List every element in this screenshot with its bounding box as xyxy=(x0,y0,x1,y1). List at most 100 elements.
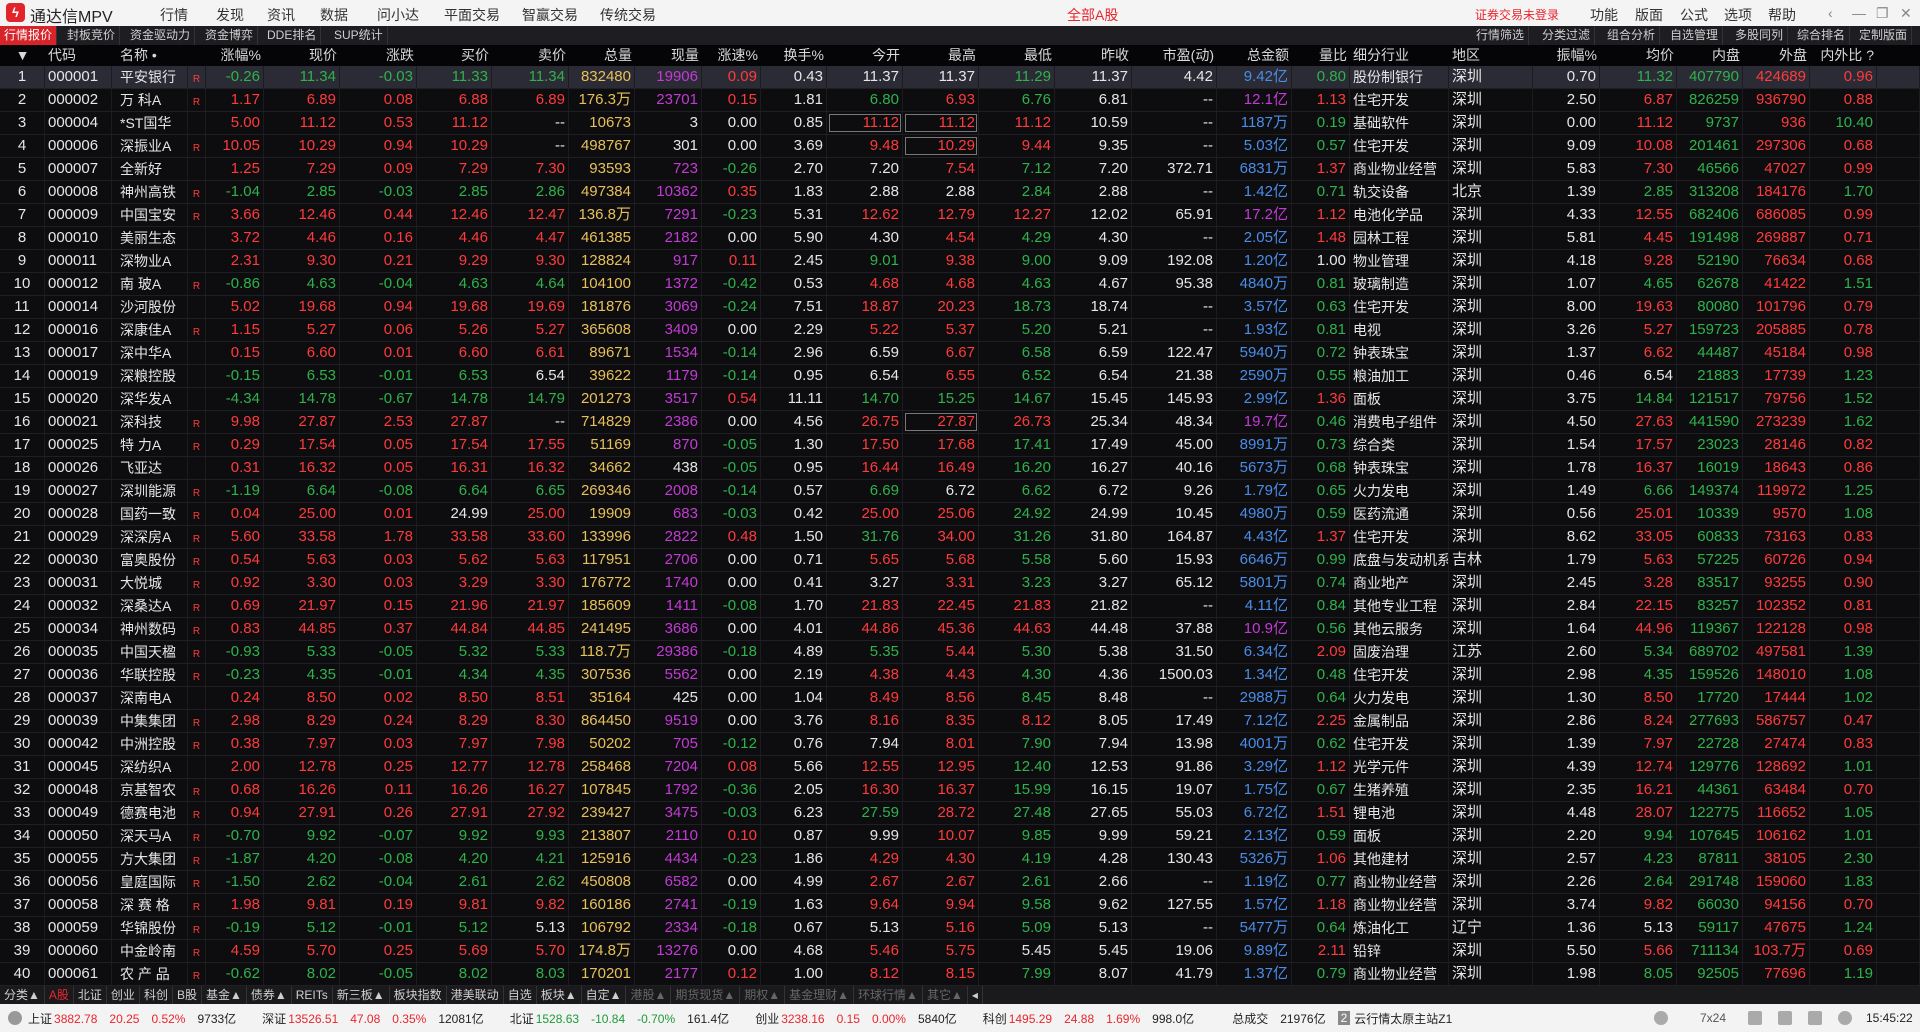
cell-name[interactable]: 沙河股份 xyxy=(112,296,188,318)
market-tab[interactable]: 自选 xyxy=(504,986,537,1004)
cell-code[interactable]: 000006 xyxy=(45,135,112,157)
monitor-icon[interactable] xyxy=(1778,1011,1792,1025)
cell-code[interactable]: 000061 xyxy=(45,963,112,985)
scroll-left-icon[interactable]: ◂ xyxy=(968,986,983,1004)
cell-code[interactable]: 000032 xyxy=(45,595,112,617)
cell-code[interactable]: 000014 xyxy=(45,296,112,318)
cell-code[interactable]: 000036 xyxy=(45,664,112,686)
menu-ask[interactable]: 问小达 xyxy=(377,7,419,23)
table-row[interactable]: 19 000027 深圳能源 R -1.19 6.64 -0.08 6.64 6.65 26934… xyxy=(0,480,1920,503)
column-header-open[interactable]: 今开 xyxy=(872,47,900,63)
menu-flat-trade[interactable]: 平面交易 xyxy=(444,7,500,23)
cell-code[interactable]: 000011 xyxy=(45,250,112,272)
index-1[interactable]: 深证 13526.51 47.08 0.35% 12081亿 xyxy=(262,1012,496,1026)
cell-name[interactable]: 飞亚达 xyxy=(112,457,188,479)
cell-code[interactable]: 000058 xyxy=(45,894,112,916)
tab-quotes[interactable]: 行情报价 xyxy=(0,26,58,45)
column-header-avg[interactable]: 均价 xyxy=(1646,47,1674,63)
cell-name[interactable]: 深天马A xyxy=(112,825,188,847)
cell-code[interactable]: 000004 xyxy=(45,112,112,134)
cell-name[interactable]: 深振业A xyxy=(112,135,188,157)
table-row[interactable]: 10 000012 南 玻A R -0.86 4.63 -0.04 4.63 4.64 10410… xyxy=(0,273,1920,296)
column-header-prev[interactable]: 昨收 xyxy=(1101,47,1129,63)
column-header-ratio[interactable]: 内外比 ? xyxy=(1820,47,1874,63)
market-tab[interactable]: 科创 xyxy=(140,986,173,1004)
cell-code[interactable]: 000055 xyxy=(45,848,112,870)
column-header-region[interactable]: 地区 xyxy=(1452,47,1480,63)
cell-code[interactable]: 000019 xyxy=(45,365,112,387)
column-header-name[interactable]: 名称 • xyxy=(120,47,157,63)
cell-name[interactable]: 深华发A xyxy=(112,388,188,410)
column-header-high[interactable]: 最高 xyxy=(948,47,976,63)
cell-code[interactable]: 000049 xyxy=(45,802,112,824)
cell-code[interactable]: 000048 xyxy=(45,779,112,801)
tab-multi-stock[interactable]: 多股同列 xyxy=(1731,26,1789,45)
column-header-pct[interactable]: 涨幅% xyxy=(220,47,261,63)
column-header-vratio[interactable]: 量比 xyxy=(1319,47,1347,63)
table-row[interactable]: 26 000035 中国天楹 R -0.93 5.33 -0.05 5.32 5.33 118.7… xyxy=(0,641,1920,664)
cell-name[interactable]: 平安银行 xyxy=(112,66,188,88)
cell-code[interactable]: 000020 xyxy=(45,388,112,410)
cell-name[interactable]: 深物业A xyxy=(112,250,188,272)
satellite-icon[interactable] xyxy=(1808,1011,1822,1025)
column-header-low[interactable]: 最低 xyxy=(1024,47,1052,63)
tab-limit-auction[interactable]: 封板竞价 xyxy=(63,26,121,45)
market-tab[interactable]: 分类▲ xyxy=(0,986,45,1004)
table-row[interactable]: 3 000004 *ST国华 5.00 11.12 0.53 11.12 -- 10673 3 0.… xyxy=(0,112,1920,135)
cell-code[interactable]: 000037 xyxy=(45,687,112,709)
market-tab[interactable]: REITs xyxy=(292,986,333,1004)
server-name[interactable]: 云行情太原主站Z1 xyxy=(1354,1011,1453,1026)
menu-smart-trade[interactable]: 智赢交易 xyxy=(522,7,578,23)
table-row[interactable]: 16 000021 深科技 R 9.98 27.87 2.53 27.87 -- 714829 23… xyxy=(0,411,1920,434)
market-tab[interactable]: A股 xyxy=(45,986,74,1004)
table-row[interactable]: 36 000056 皇庭国际 R -1.50 2.62 -0.04 2.61 2.62 45080… xyxy=(0,871,1920,894)
table-row[interactable]: 38 000059 华锦股份 R -0.19 5.12 -0.01 5.12 5.13 10679… xyxy=(0,917,1920,940)
login-status-link[interactable]: 证券交易未登录 xyxy=(1475,8,1560,22)
tab-dde-rank[interactable]: DDE排名 xyxy=(263,26,322,45)
cell-name[interactable]: 华锦股份 xyxy=(112,917,188,939)
minimize-icon[interactable]: — xyxy=(1852,5,1866,21)
maximize-icon[interactable]: ❐ xyxy=(1876,5,1889,21)
menu-options[interactable]: 选项 xyxy=(1724,7,1752,23)
cell-name[interactable]: 南 玻A xyxy=(112,273,188,295)
cell-code[interactable]: 000017 xyxy=(45,342,112,364)
market-tab[interactable]: 创业 xyxy=(107,986,140,1004)
table-row[interactable]: 6 000008 神州高铁 R -1.04 2.85 -0.03 2.85 2.86 497384… xyxy=(0,181,1920,204)
market-tab[interactable]: 债券▲ xyxy=(247,986,292,1004)
tab-sup-stats[interactable]: SUP统计 xyxy=(330,26,388,45)
menu-help[interactable]: 帮助 xyxy=(1768,7,1796,23)
tab-watchlist-manage[interactable]: 自选管理 xyxy=(1666,26,1724,45)
tab-filter-quotes[interactable]: 行情筛选 xyxy=(1472,26,1530,45)
menu-classic-trade[interactable]: 传统交易 xyxy=(600,7,656,23)
cell-name[interactable]: 深纺织A xyxy=(112,756,188,778)
market-tab[interactable]: 新三板▲ xyxy=(333,986,390,1004)
menu-function[interactable]: 功能 xyxy=(1590,7,1618,23)
market-tab[interactable]: 期货现货▲ xyxy=(671,986,741,1004)
cell-name[interactable]: 中国天楹 xyxy=(112,641,188,663)
cell-code[interactable]: 000016 xyxy=(45,319,112,341)
table-row[interactable]: 18 000026 飞亚达 0.31 16.32 0.05 16.31 16.32 34662 4… xyxy=(0,457,1920,480)
cell-name[interactable]: 深深房A xyxy=(112,526,188,548)
cell-code[interactable]: 000007 xyxy=(45,158,112,180)
tab-combo-analysis[interactable]: 组合分析 xyxy=(1603,26,1661,45)
table-row[interactable]: 13 000017 深中华A 0.15 6.60 0.01 6.60 6.61 89671 153… xyxy=(0,342,1920,365)
cell-name[interactable]: 国药一致 xyxy=(112,503,188,525)
column-header-amount[interactable]: 总金额 xyxy=(1247,47,1289,63)
table-row[interactable]: 25 000034 神州数码 R 0.83 44.85 0.37 44.84 44.85 2414… xyxy=(0,618,1920,641)
cell-code[interactable]: 000042 xyxy=(45,733,112,755)
market-tab[interactable]: 环球行情▲ xyxy=(854,986,923,1004)
tab-overall-rank[interactable]: 综合排名 xyxy=(1793,26,1851,45)
cell-name[interactable]: 华联控股 xyxy=(112,664,188,686)
cell-name[interactable]: 神州高铁 xyxy=(112,181,188,203)
column-header-turn[interactable]: 换手% xyxy=(783,47,824,63)
column-header-pe[interactable]: 市盈(动) xyxy=(1162,47,1214,63)
cell-name[interactable]: 中洲控股 xyxy=(112,733,188,755)
table-row[interactable]: 11 000014 沙河股份 5.02 19.68 0.94 19.68 19.69 18187… xyxy=(0,296,1920,319)
table-row[interactable]: 8 000010 美丽生态 3.72 4.46 0.16 4.46 4.47 461385 218… xyxy=(0,227,1920,250)
cell-code[interactable]: 000021 xyxy=(45,411,112,433)
cell-code[interactable]: 000010 xyxy=(45,227,112,249)
table-row[interactable]: 21 000029 深深房A R 5.60 33.58 1.78 33.58 33.60 1339… xyxy=(0,526,1920,549)
cell-code[interactable]: 000012 xyxy=(45,273,112,295)
cell-name[interactable]: 万 科A xyxy=(112,89,188,111)
cell-name[interactable]: 德赛电池 xyxy=(112,802,188,824)
